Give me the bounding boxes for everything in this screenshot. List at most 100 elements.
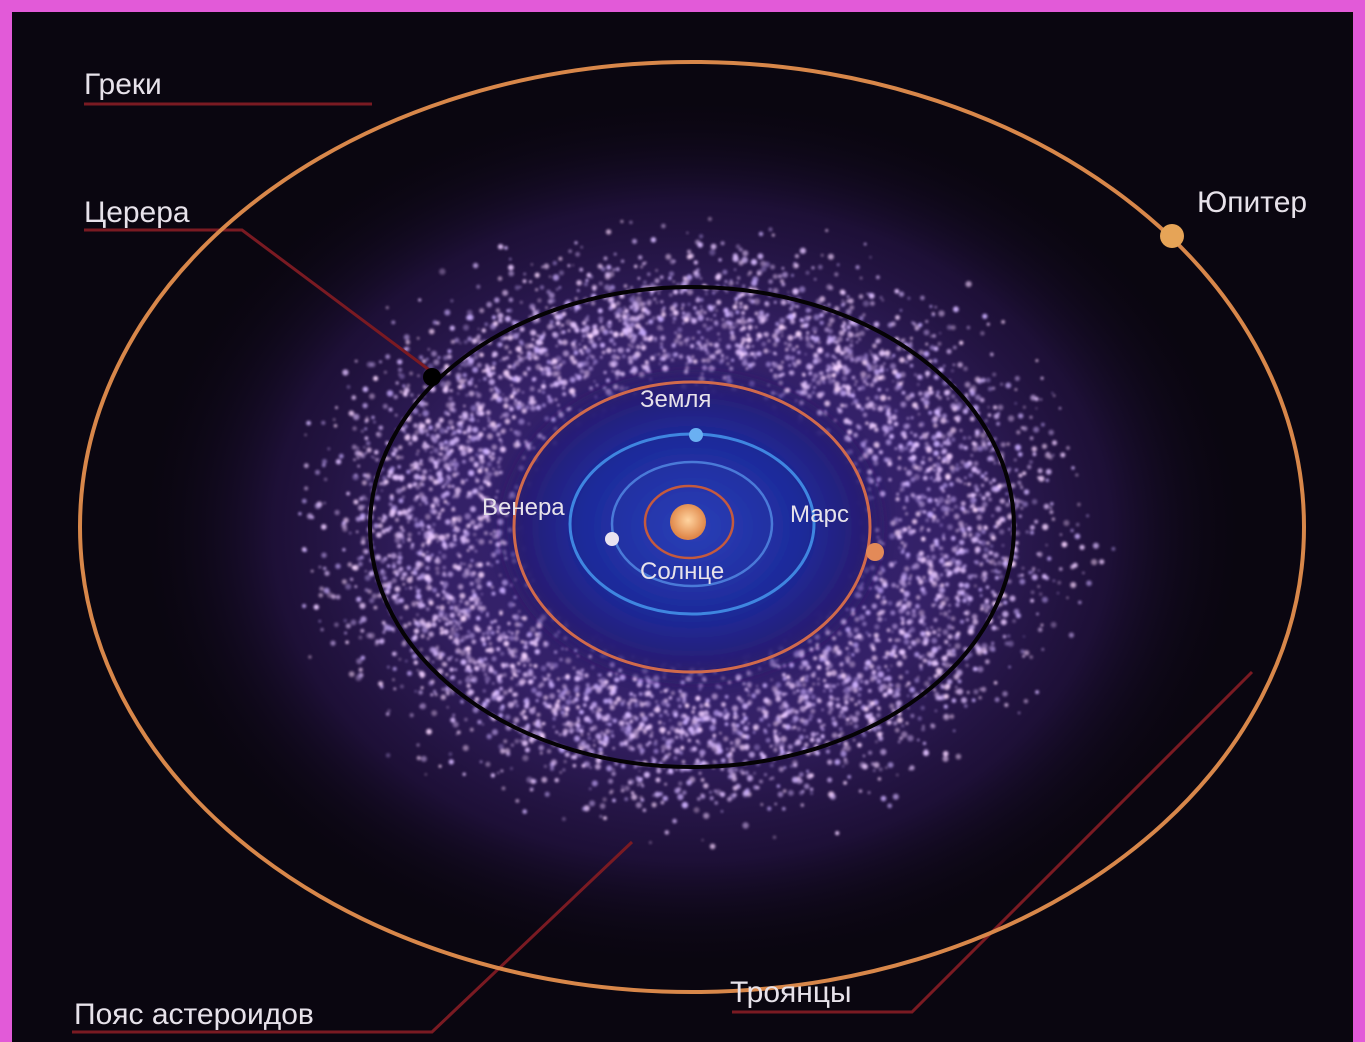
asteroid-particle (391, 577, 397, 584)
asteroid-particle (903, 639, 910, 645)
asteroid-particle (976, 470, 980, 475)
asteroid-particle (915, 406, 919, 410)
asteroid-particle (909, 686, 916, 693)
asteroid-particle (681, 801, 689, 809)
asteroid-particle (519, 351, 524, 355)
asteroid-particle (915, 637, 921, 644)
asteroid-particle (639, 712, 645, 718)
asteroid-particle (443, 592, 449, 597)
asteroid-particle (1005, 492, 1009, 496)
asteroid-particle (497, 456, 502, 461)
asteroid-particle (862, 754, 866, 758)
asteroid-particle (521, 408, 527, 414)
asteroid-particle (410, 463, 413, 467)
asteroid-particle (383, 628, 387, 631)
asteroid-particle (877, 405, 884, 412)
asteroid-particle (693, 270, 698, 276)
asteroid-particle (759, 779, 763, 784)
asteroid-particle (990, 569, 994, 573)
asteroid-particle (980, 331, 985, 336)
asteroid-particle (904, 566, 910, 572)
asteroid-particle (499, 612, 503, 616)
asteroid-particle (405, 659, 408, 663)
asteroid-particle (591, 709, 596, 714)
asteroid-particle (399, 616, 403, 619)
asteroid-particle (732, 325, 736, 329)
asteroid-particle (321, 524, 327, 530)
asteroid-particle (555, 320, 561, 326)
asteroid-particle (842, 765, 845, 768)
asteroid-particle (997, 483, 1003, 489)
asteroid-particle (965, 618, 970, 622)
asteroid-particle (753, 298, 760, 305)
asteroid-particle (892, 380, 895, 383)
asteroid-particle (867, 633, 872, 637)
asteroid-particle (763, 730, 768, 734)
asteroid-particle (503, 403, 509, 409)
asteroid-particle (452, 472, 457, 478)
asteroid-particle (728, 325, 733, 330)
asteroid-particle (352, 564, 359, 571)
asteroid-particle (456, 515, 463, 522)
asteroid-particle (398, 551, 402, 556)
asteroid-particle (778, 732, 781, 735)
asteroid-particle (448, 542, 455, 548)
asteroid-particle (948, 604, 951, 607)
asteroid-particle (997, 404, 1004, 411)
asteroid-particle (449, 325, 455, 331)
asteroid-particle (398, 367, 403, 372)
asteroid-particle (662, 349, 667, 353)
asteroid-particle (426, 637, 430, 640)
asteroid-particle (1047, 556, 1052, 561)
asteroid-particle (605, 728, 611, 734)
asteroid-particle (990, 535, 996, 541)
asteroid-particle (811, 378, 816, 382)
asteroid-particle (589, 275, 594, 279)
asteroid-particle (479, 760, 483, 764)
asteroid-particle (1017, 574, 1021, 577)
asteroid-particle (746, 337, 752, 343)
asteroid-particle (977, 649, 983, 656)
asteroid-particle (799, 790, 804, 796)
asteroid-particle (524, 703, 529, 709)
asteroid-particle (877, 387, 881, 392)
asteroid-particle (740, 733, 746, 740)
asteroid-particle (522, 456, 526, 460)
asteroid-particle (408, 441, 413, 446)
asteroid-particle (638, 255, 643, 260)
asteroid-particle (496, 560, 499, 564)
asteroid-particle (470, 405, 477, 412)
asteroid-particle (508, 364, 512, 369)
asteroid-particle (643, 701, 648, 706)
asteroid-particle (701, 676, 707, 682)
asteroid-particle (450, 717, 456, 723)
asteroid-particle (441, 553, 447, 560)
asteroid-particle (989, 550, 994, 555)
asteroid-particle (829, 689, 833, 693)
asteroid-particle (741, 360, 748, 367)
asteroid-particle (780, 749, 784, 753)
asteroid-particle (414, 522, 421, 528)
asteroid-particle (521, 740, 528, 747)
asteroid-particle (358, 451, 364, 457)
asteroid-particle (820, 371, 824, 375)
asteroid-particle (523, 272, 526, 276)
asteroid-particle (431, 622, 437, 628)
asteroid-particle (795, 345, 799, 348)
asteroid-particle (483, 475, 491, 482)
asteroid-particle (522, 809, 527, 814)
asteroid-particle (653, 741, 658, 746)
asteroid-particle (1086, 514, 1089, 518)
asteroid-particle (1004, 703, 1009, 707)
asteroid-particle (872, 575, 879, 582)
asteroid-particle (996, 421, 1000, 426)
asteroid-particle (909, 626, 916, 633)
asteroid-particle (652, 316, 656, 321)
asteroid-particle (597, 740, 601, 744)
asteroid-particle (825, 667, 829, 671)
asteroid-particle (827, 777, 833, 783)
asteroid-particle (787, 291, 790, 294)
asteroid-particle (654, 353, 657, 357)
asteroid-particle (805, 735, 809, 739)
asteroid-particle (632, 354, 638, 361)
